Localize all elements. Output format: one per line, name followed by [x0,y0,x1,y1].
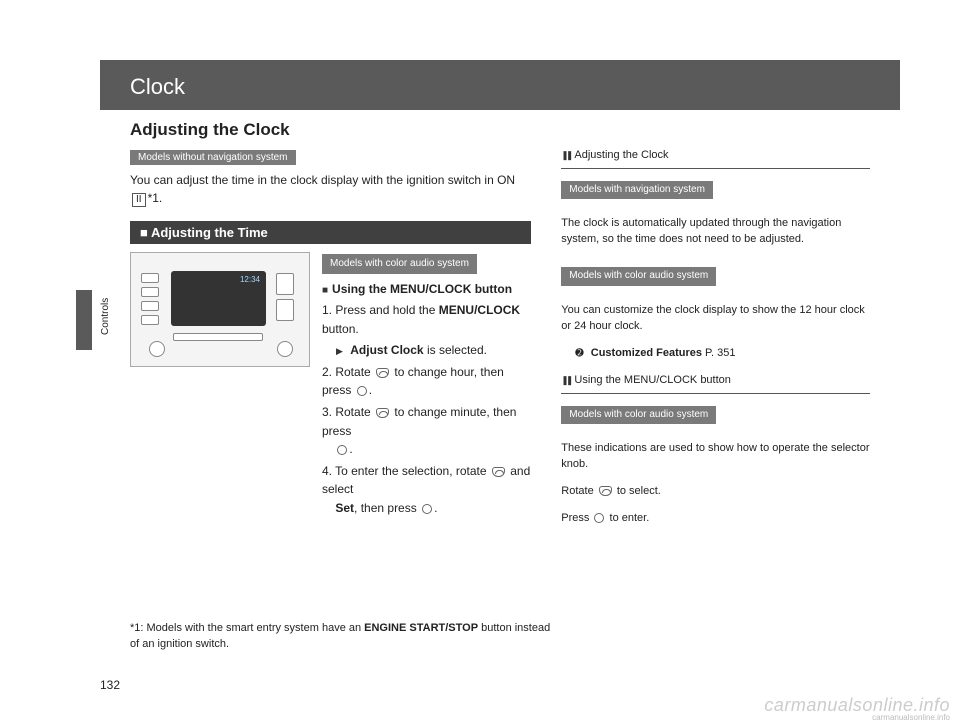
step-list: Models with color audio system Using the… [322,252,531,521]
press-icon [337,445,347,455]
sidenote-p1: The clock is automatically updated throu… [561,216,870,248]
rotate-icon [376,408,389,418]
step1-sub-b: is selected. [424,343,487,357]
press-icon [422,504,432,514]
step1-a: 1. Press and hold the [322,303,439,317]
unit-button [141,301,159,311]
step-title: Using the MENU/CLOCK button [332,282,512,296]
footnote-a: *1: Models with the smart entry system h… [130,622,364,634]
unit-screen [171,271,266,326]
press-icon [594,513,604,523]
rotate-icon [492,467,505,477]
main-column: Models without navigation system You can… [130,148,531,538]
unit-button [141,315,159,325]
model-badge-color-audio: Models with color audio system [322,254,477,274]
step2-c: . [369,383,372,397]
watermark-small: carmanualsonline.info [872,713,950,722]
unit-knob [149,341,165,357]
step4-a: 4. To enter the selection, rotate [322,464,490,478]
sidenote-heading: Adjusting the Clock [561,148,870,164]
step2-a: 2. Rotate [322,365,374,379]
sidenote-heading-2: Using the MENU/CLOCK button [561,373,870,389]
rotate-icon [376,368,389,378]
rotate-instruction-a: Rotate [561,485,596,497]
step3-c: . [349,442,352,456]
unit-button [276,299,294,321]
chapter-title: Clock [100,60,900,110]
unit-knob [277,341,293,357]
press-instruction-a: Press [561,512,592,524]
intro-part-a: You can adjust the time in the clock dis… [130,173,515,187]
footnote-b: ENGINE START/STOP [364,622,478,634]
press-instruction-b: to enter. [606,512,649,524]
rotate-icon [599,486,612,496]
step1-c: button. [322,322,359,336]
step4-d: , then press [354,501,420,515]
step4-set: Set [335,501,354,515]
model-badge-no-nav: Models without navigation system [130,150,296,165]
divider [561,168,870,169]
crossref-label: Customized Features [591,347,702,359]
sidenote-p2: You can customize the clock display to s… [561,303,870,335]
page-number: 132 [100,678,120,692]
model-badge-color-audio: Models with color audio system [561,267,716,286]
page-subtitle: Adjusting the Clock [130,120,870,140]
press-icon [357,386,367,396]
rotate-instruction-b: to select. [614,485,661,497]
ignition-key-icon: II [132,193,146,207]
unit-button [141,273,159,283]
footnote: *1: Models with the smart entry system h… [130,621,560,652]
audio-unit-illustration [130,252,310,367]
manual-page: Clock Adjusting the Clock Models without… [0,0,960,722]
sidenote-p3: These indications are used to show how t… [561,441,870,473]
step1-sub-a: Adjust Clock [350,343,423,357]
crossref-page: P. 351 [702,347,735,359]
side-column: Adjusting the Clock Models with navigati… [561,148,870,538]
divider [561,393,870,394]
model-badge-nav: Models with navigation system [561,181,713,200]
intro-part-b: *1. [148,191,163,205]
intro-text: You can adjust the time in the clock dis… [130,171,531,207]
unit-button [276,273,294,295]
step3-a: 3. Rotate [322,405,374,419]
model-badge-color-audio: Models with color audio system [561,406,716,425]
step4-e: . [434,501,437,515]
unit-preset-row [173,333,263,341]
section-heading: ■ Adjusting the Time [130,221,531,244]
unit-button [141,287,159,297]
step1-button-name: MENU/CLOCK [439,303,520,317]
